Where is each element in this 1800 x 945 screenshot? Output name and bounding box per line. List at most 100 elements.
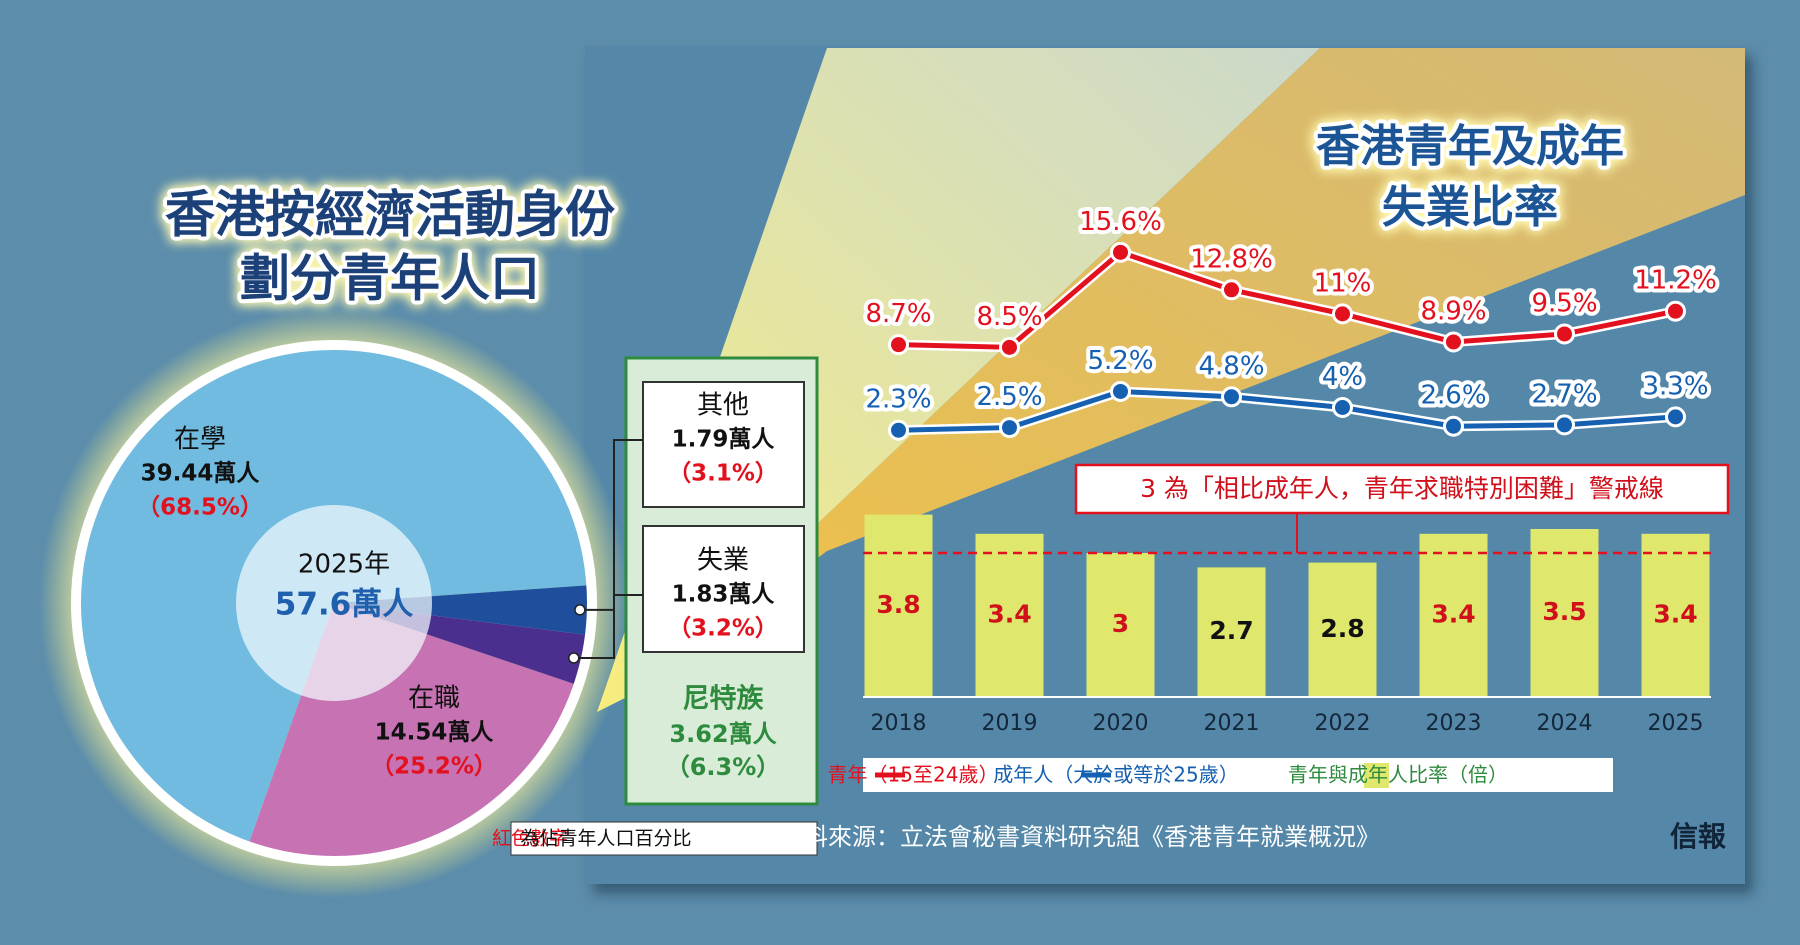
- percent-label: （3.1%）: [668, 460, 778, 487]
- bar: [864, 514, 933, 697]
- legend: [863, 758, 1613, 792]
- connector-dot: [568, 652, 580, 664]
- line-title: 香港青年及成年: [1316, 121, 1624, 172]
- point: [888, 419, 909, 441]
- point-label: 5.2%: [1087, 346, 1153, 376]
- group-percent: （6.3%）: [666, 753, 781, 781]
- point-label: 8.7%: [865, 299, 931, 329]
- note-text: 為佔青年人口百分比: [520, 828, 691, 850]
- percent-label: （3.2%）: [668, 615, 778, 642]
- point: [1443, 415, 1464, 437]
- point-label: 3.3%: [1642, 371, 1708, 401]
- bar: [1086, 553, 1155, 697]
- point-label: 8.9%: [1420, 296, 1486, 326]
- bar-label: 2.7: [1209, 616, 1253, 645]
- pie-center: [236, 505, 432, 701]
- bar-label: 3: [1112, 609, 1129, 638]
- point: [999, 417, 1020, 439]
- point-label: 2.5%: [976, 382, 1042, 412]
- x-tick-label: 2024: [1537, 711, 1593, 736]
- point: [888, 334, 909, 356]
- point: [1110, 380, 1131, 402]
- x-tick-label: 2019: [982, 711, 1038, 736]
- logo: 信報: [1670, 820, 1727, 853]
- point: [1554, 414, 1575, 436]
- point: [1665, 406, 1686, 428]
- callout-box: [642, 381, 805, 508]
- connector: [579, 439, 643, 611]
- percent-label: （25.2%）: [371, 753, 497, 780]
- bar-label: 3.4: [987, 599, 1031, 628]
- group-value: 3.62萬人: [669, 720, 776, 748]
- bar: [1197, 567, 1266, 697]
- value-label: 1.83萬人: [672, 582, 776, 608]
- point: [1221, 279, 1242, 301]
- connector: [573, 594, 643, 659]
- category-label: 其他: [697, 391, 749, 421]
- category-label: 在學: [174, 425, 226, 455]
- category-label: 失業: [697, 546, 749, 576]
- point-label: 2.6%: [1420, 381, 1486, 411]
- x-tick-label: 2023: [1426, 711, 1482, 736]
- value-label: 1.79萬人: [672, 427, 776, 453]
- note-highlight: 紅色數字: [492, 828, 568, 850]
- bar-label: 3.5: [1542, 597, 1586, 626]
- reference-label: 3 為「相比成年人，青年求職特別困難」警戒線: [1140, 474, 1664, 503]
- point-label: 9.5%: [1531, 288, 1597, 318]
- point-label: 11.2%: [1634, 266, 1717, 296]
- bar: [1419, 533, 1488, 697]
- group-name: 尼特族: [683, 683, 765, 715]
- point-label: 4.8%: [1198, 351, 1264, 381]
- point-label: 2.3%: [865, 385, 931, 415]
- point: [1221, 386, 1242, 408]
- point-label: 4%: [1322, 362, 1363, 392]
- legend-label: 青年（15至24歲）: [828, 763, 999, 787]
- series-line: [898, 249, 1677, 350]
- bar-label: 3.4: [1431, 599, 1475, 628]
- point: [1332, 397, 1353, 418]
- bar: [1308, 562, 1377, 697]
- value-label: 14.54萬人: [375, 720, 495, 746]
- pie-title: 香港按經濟活動身份: [165, 186, 615, 244]
- bar-label: 2.8: [1320, 614, 1364, 643]
- x-tick-label: 2018: [871, 711, 927, 736]
- pie-title: 劃分青年人口: [240, 250, 540, 308]
- value-label: 39.44萬人: [141, 461, 261, 487]
- reference-box: [1074, 463, 1730, 515]
- legend-label: 青年與成年人比率（倍）: [1288, 763, 1508, 787]
- point: [1332, 303, 1353, 325]
- bar-label: 3.8: [876, 590, 920, 619]
- point-label: 11%: [1314, 268, 1372, 298]
- line-title: 失業比率: [1382, 182, 1558, 233]
- point: [1665, 300, 1686, 322]
- bar: [975, 533, 1044, 697]
- total-label: 57.6萬人: [275, 587, 414, 623]
- point-label: 2.7%: [1531, 379, 1597, 409]
- x-tick-label: 2025: [1648, 711, 1704, 736]
- legend-label: 成年人（大於或等於25歲）: [993, 763, 1238, 787]
- bar-label: 3.4: [1653, 599, 1697, 628]
- point: [1443, 331, 1464, 353]
- pie-slice: [334, 585, 593, 636]
- point: [1554, 323, 1575, 345]
- bar: [1641, 533, 1710, 697]
- legend-swatch: [1364, 763, 1389, 788]
- percent-label: （68.5%）: [137, 494, 263, 521]
- point: [1110, 241, 1131, 263]
- callout-box: [642, 525, 805, 653]
- category-label: 在職: [408, 684, 460, 714]
- pie-ring: [71, 340, 597, 866]
- x-tick-label: 2022: [1315, 711, 1371, 736]
- bar: [1530, 529, 1599, 697]
- point-label: 12.8%: [1190, 244, 1273, 274]
- point: [999, 336, 1020, 358]
- x-tick-label: 2021: [1204, 711, 1260, 736]
- source: 資料來源：立法會秘書資料研究組《香港青年就業概況》: [780, 823, 1380, 851]
- center-label: 2025年: [298, 550, 390, 580]
- light-ray: [643, 48, 1745, 689]
- point-label: 8.5%: [976, 302, 1042, 332]
- point-label: 15.6%: [1079, 207, 1162, 237]
- note-box: [510, 821, 818, 856]
- series-line: [898, 388, 1676, 433]
